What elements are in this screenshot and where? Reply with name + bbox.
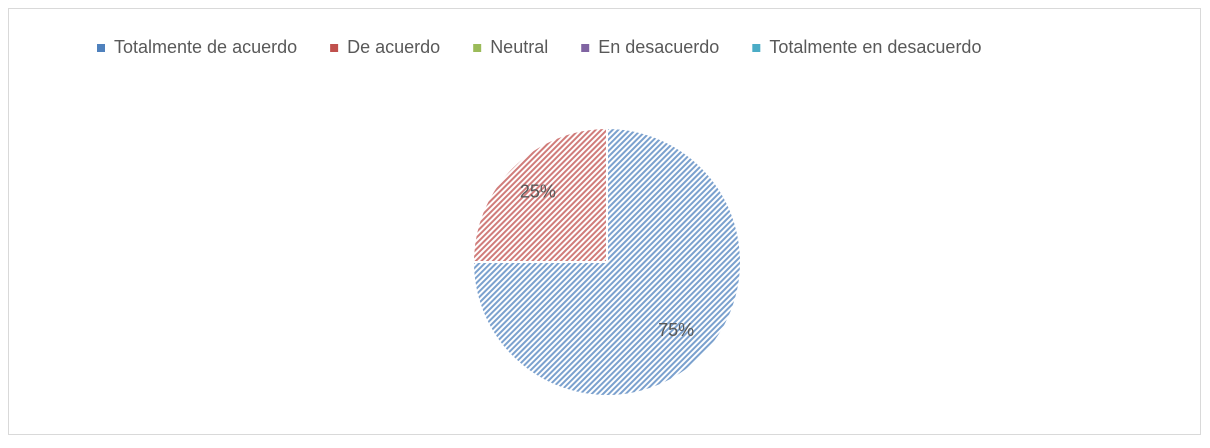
legend-label: Totalmente en desacuerdo xyxy=(769,37,981,57)
legend-label: Neutral xyxy=(490,37,548,57)
data-label: 25% xyxy=(520,182,556,202)
legend-marker xyxy=(473,44,482,52)
legend-marker xyxy=(330,44,339,52)
legend-marker xyxy=(581,44,590,52)
pie-slice xyxy=(471,126,608,263)
pie xyxy=(471,126,742,397)
legend-label: De acuerdo xyxy=(347,37,440,57)
legend-label: En desacuerdo xyxy=(598,37,719,57)
data-label: 75% xyxy=(658,320,694,340)
data-labels: 75% 25% xyxy=(520,182,694,340)
legend-marker xyxy=(752,44,761,52)
legend-label: Totalmente de acuerdo xyxy=(114,37,297,57)
legend-marker xyxy=(97,44,105,52)
legend: Totalmente de acuerdo De acuerdo Neutral En… xyxy=(97,37,981,57)
